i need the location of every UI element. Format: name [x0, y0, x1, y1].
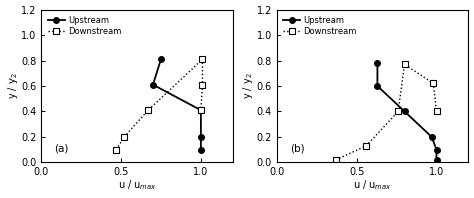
- Downstream: [434, 110, 439, 113]
- Downstream: [364, 145, 369, 147]
- Downstream: [113, 148, 119, 151]
- Upstream: [374, 85, 380, 87]
- Text: (b): (b): [290, 143, 305, 153]
- Upstream: [150, 84, 156, 86]
- Downstream: [200, 84, 205, 86]
- Line: Upstream: Upstream: [374, 60, 439, 163]
- X-axis label: u / u$_{max}$: u / u$_{max}$: [118, 179, 156, 192]
- Downstream: [200, 58, 205, 60]
- Upstream: [198, 109, 204, 111]
- Downstream: [121, 136, 127, 138]
- Text: (a): (a): [55, 143, 69, 153]
- Line: Upstream: Upstream: [150, 56, 204, 152]
- Upstream: [198, 148, 204, 151]
- X-axis label: u / u$_{max}$: u / u$_{max}$: [353, 179, 392, 192]
- Legend: Upstream, Downstream: Upstream, Downstream: [46, 14, 124, 39]
- Downstream: [402, 63, 408, 66]
- Line: Downstream: Downstream: [113, 56, 205, 152]
- Upstream: [374, 62, 380, 64]
- Line: Downstream: Downstream: [333, 62, 439, 163]
- Upstream: [198, 136, 204, 138]
- Legend: Upstream, Downstream: Upstream, Downstream: [281, 14, 359, 39]
- Downstream: [333, 159, 339, 161]
- Upstream: [158, 58, 164, 60]
- Upstream: [429, 136, 435, 138]
- Upstream: [402, 110, 408, 113]
- Downstream: [198, 109, 204, 111]
- Upstream: [434, 159, 439, 161]
- Downstream: [395, 110, 401, 113]
- Upstream: [434, 148, 439, 151]
- Downstream: [430, 82, 436, 85]
- Downstream: [146, 109, 151, 111]
- Y-axis label: y / y$_{2}$: y / y$_{2}$: [6, 73, 19, 99]
- Y-axis label: y / y$_{2}$: y / y$_{2}$: [241, 73, 255, 99]
